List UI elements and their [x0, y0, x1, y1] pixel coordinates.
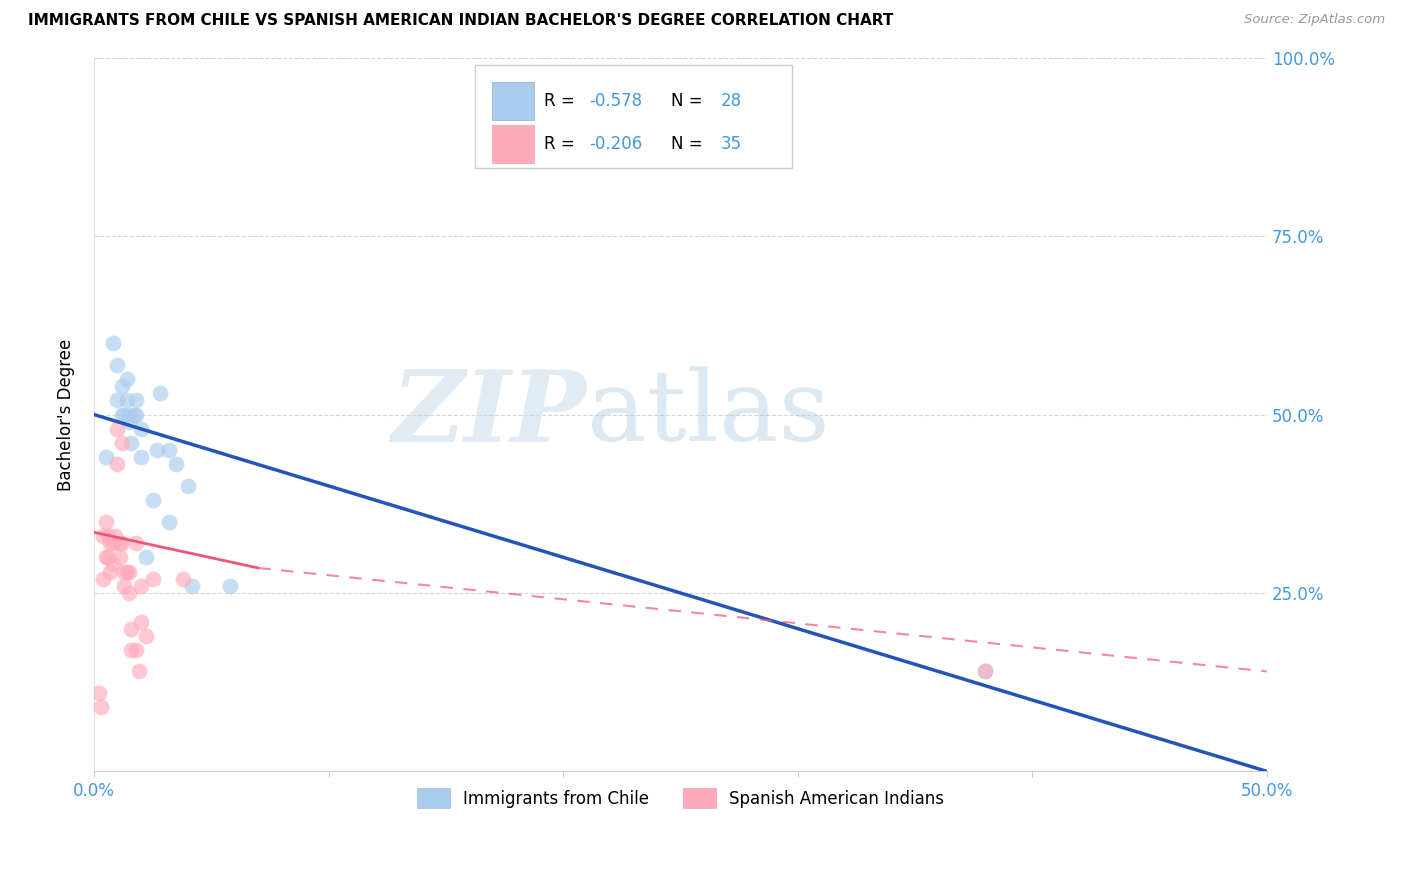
Point	[87, 686, 110, 700]
Legend: Immigrants from Chile, Spanish American Indians: Immigrants from Chile, Spanish American …	[408, 780, 953, 816]
Point	[142, 493, 165, 508]
Point	[125, 408, 148, 422]
Point	[108, 550, 131, 565]
Point	[172, 572, 194, 586]
Point	[104, 529, 127, 543]
Point	[94, 515, 117, 529]
Point	[112, 565, 135, 579]
Point	[165, 458, 187, 472]
Point	[98, 565, 121, 579]
Text: -0.578: -0.578	[589, 92, 643, 111]
Point	[121, 643, 143, 657]
Point	[94, 450, 117, 465]
Y-axis label: Bachelor's Degree: Bachelor's Degree	[58, 338, 75, 491]
Text: Source: ZipAtlas.com: Source: ZipAtlas.com	[1244, 13, 1385, 27]
Point	[157, 443, 180, 458]
Point	[105, 393, 128, 408]
Point	[157, 515, 180, 529]
Point	[128, 665, 150, 679]
Point	[94, 550, 117, 565]
Text: atlas: atlas	[586, 367, 830, 462]
Point	[108, 536, 131, 550]
Point	[118, 586, 141, 600]
Point	[118, 408, 141, 422]
Text: IMMIGRANTS FROM CHILE VS SPANISH AMERICAN INDIAN BACHELOR'S DEGREE CORRELATION C: IMMIGRANTS FROM CHILE VS SPANISH AMERICA…	[28, 13, 893, 29]
Point	[118, 565, 141, 579]
Text: 35: 35	[720, 135, 741, 153]
Point	[101, 536, 124, 550]
Point	[146, 443, 169, 458]
Point	[135, 629, 157, 643]
Text: N =: N =	[671, 92, 707, 111]
Point	[121, 436, 143, 450]
Point	[142, 572, 165, 586]
Point	[129, 450, 152, 465]
Point	[129, 422, 152, 436]
Point	[101, 558, 124, 572]
Text: R =: R =	[544, 92, 581, 111]
Point	[105, 422, 128, 436]
Point	[111, 436, 134, 450]
Point	[97, 550, 120, 565]
Text: ZIP: ZIP	[392, 367, 586, 463]
Point	[125, 643, 148, 657]
Point	[98, 536, 121, 550]
Point	[135, 550, 157, 565]
Point	[105, 358, 128, 372]
Point	[91, 529, 114, 543]
Point	[115, 372, 138, 386]
Point	[97, 529, 120, 543]
Point	[122, 408, 145, 422]
Point	[219, 579, 242, 593]
Point	[125, 393, 148, 408]
Point	[115, 393, 138, 408]
Point	[112, 579, 135, 593]
Point	[111, 379, 134, 393]
Text: 28: 28	[720, 92, 741, 111]
Point	[177, 479, 200, 493]
Point	[90, 700, 112, 714]
FancyBboxPatch shape	[475, 65, 792, 169]
FancyBboxPatch shape	[492, 82, 534, 120]
Point	[121, 622, 143, 636]
Point	[149, 386, 172, 401]
Point	[115, 565, 138, 579]
Point	[125, 536, 148, 550]
Point	[974, 665, 997, 679]
Point	[181, 579, 204, 593]
Point	[129, 615, 152, 629]
Point	[91, 572, 114, 586]
Point	[129, 579, 152, 593]
Text: -0.206: -0.206	[589, 135, 643, 153]
Point	[111, 408, 134, 422]
Point	[118, 415, 141, 429]
Point	[112, 408, 135, 422]
Text: R =: R =	[544, 135, 581, 153]
Point	[111, 536, 134, 550]
FancyBboxPatch shape	[492, 125, 534, 163]
Text: N =: N =	[671, 135, 707, 153]
Point	[101, 336, 124, 351]
Point	[105, 458, 128, 472]
Point	[974, 665, 997, 679]
